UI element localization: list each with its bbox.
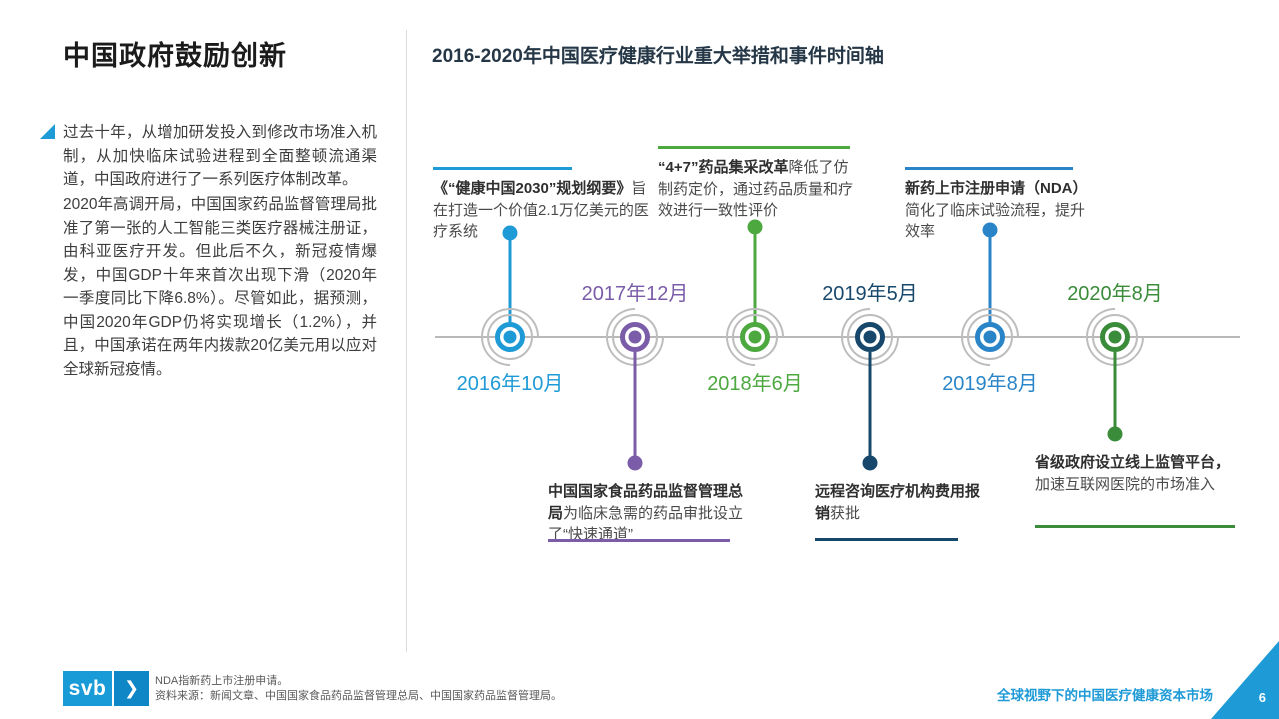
date-label: 2019年5月 [822, 283, 918, 305]
annotation-text: 《“健康中国2030”规划纲要》旨在打造一个价值2.1万亿美元的医疗系统 [433, 178, 653, 243]
connector-dot [502, 225, 518, 241]
connector-dot [862, 455, 878, 471]
annotation-title: 远程咨询医疗机构费用报销 [815, 483, 981, 522]
connector-dot [982, 222, 998, 238]
connector-line [753, 227, 757, 323]
chart-title: 2016-2020年中国医疗健康行业重大举措和事件时间轴 [432, 46, 884, 67]
intro-paragraph: 过去十年，从增加研发投入到修改市场准入机制，从加快临床试验进程到全面整顿流通渠道… [63, 124, 377, 188]
chevron-right-icon: ❯ [114, 671, 149, 706]
date-label: 2016年10月 [456, 373, 564, 395]
annotation-rule [905, 167, 1073, 170]
connector-line [868, 352, 872, 463]
annotation-title: “4+7”药品集采改革 [658, 159, 789, 176]
annotation-title: 省级政府设立线上监管平台， [1035, 454, 1231, 471]
page-title: 中国政府鼓励创新 [63, 41, 287, 71]
date-label: 2019年8月 [942, 373, 1038, 395]
annotation-text: 中国国家食品药品监督管理总局为临床急需的药品审批设立了“快速通道” [548, 481, 746, 546]
deck-title: 全球视野下的中国医疗健康资本市场 [997, 688, 1213, 703]
annotation-text: 省级政府设立线上监管平台， 加速互联网医院的市场准入 [1035, 452, 1237, 495]
annotation-rule [815, 538, 958, 541]
annotation-desc: 旨在打造一个价值2.1万亿美元的医疗系统 [433, 180, 649, 240]
date-label: 2020年8月 [1067, 283, 1163, 305]
triangle-bullet-icon [40, 124, 55, 139]
body-paragraph: 2020年高调开局，中国国家药品监督管理局批准了第一张的人工智能三类医疗器械注册… [63, 196, 377, 378]
annotation-desc: 为临床急需的药品审批设立了“快速通道” [548, 504, 744, 544]
vertical-divider [406, 30, 407, 652]
connector-line [633, 352, 637, 463]
timeline-axis [435, 336, 1240, 338]
connector-line [1113, 352, 1117, 434]
annotation-title: 《“健康中国2030”规划纲要》 [433, 180, 632, 197]
annotation-title: 中国国家食品药品监督管理总局 [548, 483, 744, 522]
svb-logo: svb ❯ [63, 671, 149, 706]
annotation-title: 新药上市注册申请（NDA） [905, 180, 1088, 197]
annotation-text: 远程咨询医疗机构费用报销获批 [815, 481, 987, 524]
annotation-rule [658, 146, 850, 149]
annotation-rule [433, 167, 572, 170]
annotation-text: 新药上市注册申请（NDA） 简化了临床试验流程，提升效率 [905, 178, 1091, 243]
annotation-desc: 降低了仿制药定价，通过药品质量和疗效进行一致性评价 [658, 159, 854, 219]
annotation-rule [548, 539, 730, 542]
date-label: 2017年12月 [581, 283, 689, 305]
corner-triangle [1211, 641, 1279, 719]
annotation-desc: 获批 [830, 504, 861, 522]
connector-dot [747, 219, 763, 235]
connector-line [988, 230, 992, 323]
annotation-desc: 加速互联网医院的市场准入 [1035, 475, 1216, 493]
annotation-desc: 简化了临床试验流程，提升效率 [905, 201, 1086, 241]
connector-dot [1107, 426, 1123, 442]
footnote: NDA指新药上市注册申请。 资料来源：新闻文章、中国国家食品药品监督管理总局、中… [155, 674, 562, 704]
footnote-line1: NDA指新药上市注册申请。 [155, 675, 289, 687]
annotation-rule [1035, 525, 1235, 528]
svb-logo-text: svb [63, 671, 112, 706]
footnote-line2: 资料来源：新闻文章、中国国家食品药品监督管理总局、中国国家药品监督管理局。 [155, 690, 562, 702]
page-number: 6 [1258, 690, 1266, 705]
date-label: 2018年6月 [707, 373, 803, 395]
connector-dot [627, 455, 643, 471]
connector-line [508, 233, 512, 323]
annotation-text: “4+7”药品集采改革降低了仿制药定价，通过药品质量和疗效进行一致性评价 [658, 157, 859, 222]
